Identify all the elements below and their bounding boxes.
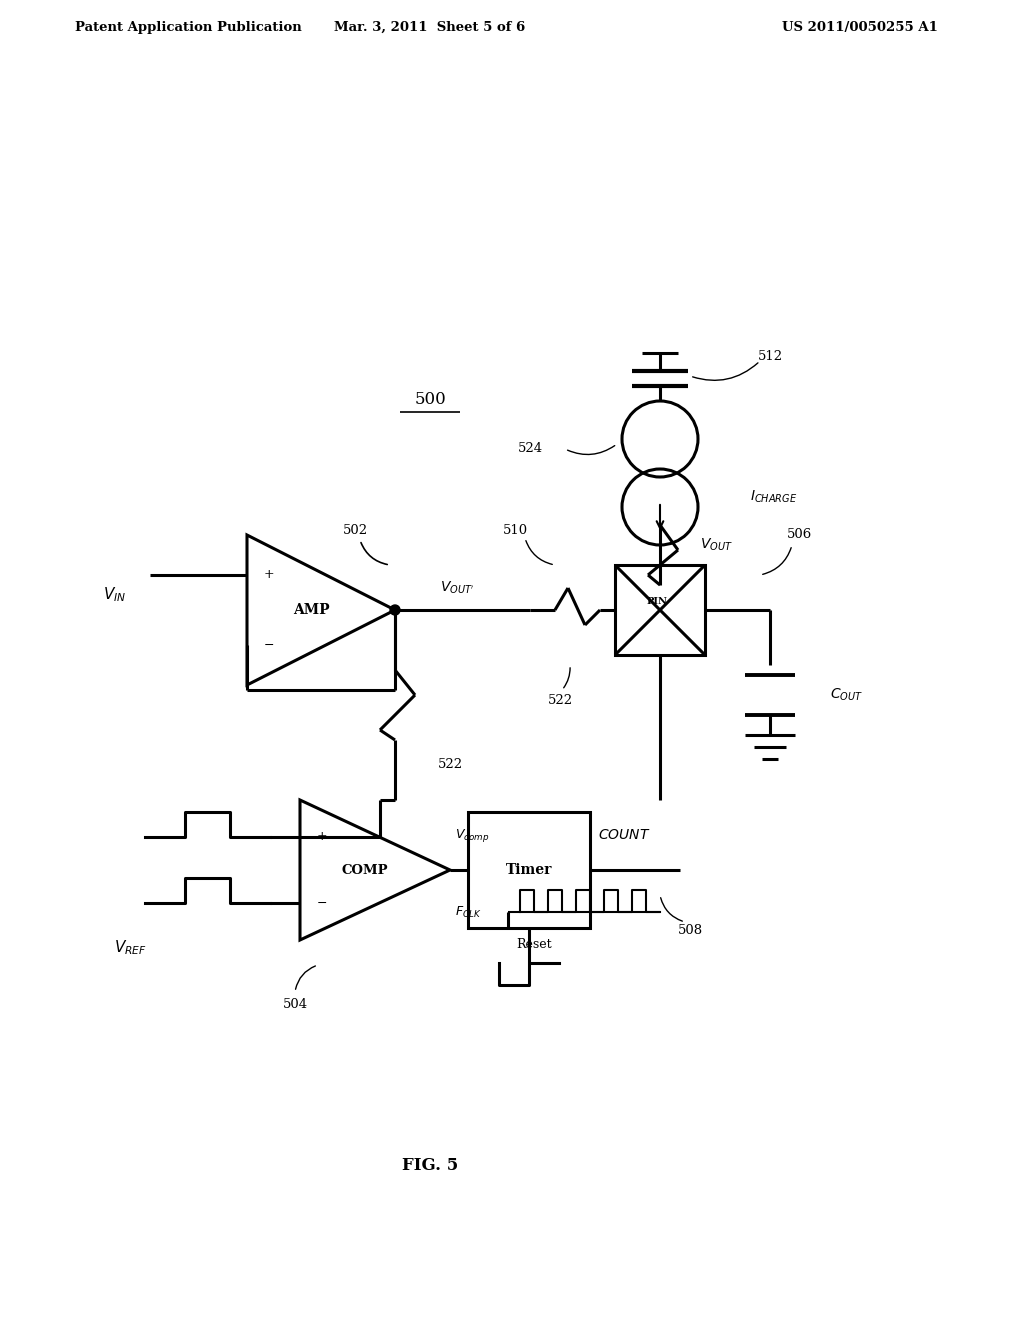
Text: $V_{OUT}$: $V_{OUT}$ [700, 537, 733, 553]
Circle shape [390, 605, 400, 615]
Text: AMP: AMP [293, 603, 330, 616]
Text: 512: 512 [758, 350, 782, 363]
Text: $I_{CHARGE}$: $I_{CHARGE}$ [750, 488, 798, 506]
Text: Reset: Reset [516, 939, 552, 952]
Text: 510: 510 [503, 524, 527, 536]
Text: 522: 522 [548, 693, 572, 706]
Text: 524: 524 [517, 442, 543, 455]
Text: 504: 504 [283, 998, 307, 1011]
Text: −: − [316, 896, 328, 909]
Text: $COUNT$: $COUNT$ [598, 828, 650, 842]
Bar [615, 565, 705, 655]
Text: 508: 508 [678, 924, 702, 936]
Text: 506: 506 [787, 528, 813, 541]
Text: PIN: PIN [646, 598, 668, 606]
Text: US 2011/0050255 A1: US 2011/0050255 A1 [782, 21, 938, 33]
Text: Patent Application Publication: Patent Application Publication [75, 21, 302, 33]
Text: +: + [264, 569, 274, 582]
Text: $V_{comp}$: $V_{comp}$ [455, 826, 489, 843]
Text: 502: 502 [342, 524, 368, 536]
Text: $V_{REF}$: $V_{REF}$ [114, 939, 146, 957]
Text: Timer: Timer [506, 863, 552, 876]
Text: $C_{OUT}$: $C_{OUT}$ [830, 686, 863, 704]
Bar [468, 812, 590, 928]
Text: $V_{IN}$: $V_{IN}$ [103, 586, 127, 605]
Text: +: + [316, 830, 328, 843]
Text: FIG. 5: FIG. 5 [401, 1156, 458, 1173]
Text: 522: 522 [437, 759, 463, 771]
Text: $F_{CLK}$: $F_{CLK}$ [455, 904, 481, 920]
Text: $V_{OUT'}$: $V_{OUT'}$ [440, 579, 474, 597]
Text: −: − [264, 639, 274, 652]
Text: Mar. 3, 2011  Sheet 5 of 6: Mar. 3, 2011 Sheet 5 of 6 [335, 21, 525, 33]
Text: 500: 500 [414, 392, 445, 408]
Text: COMP: COMP [342, 863, 388, 876]
